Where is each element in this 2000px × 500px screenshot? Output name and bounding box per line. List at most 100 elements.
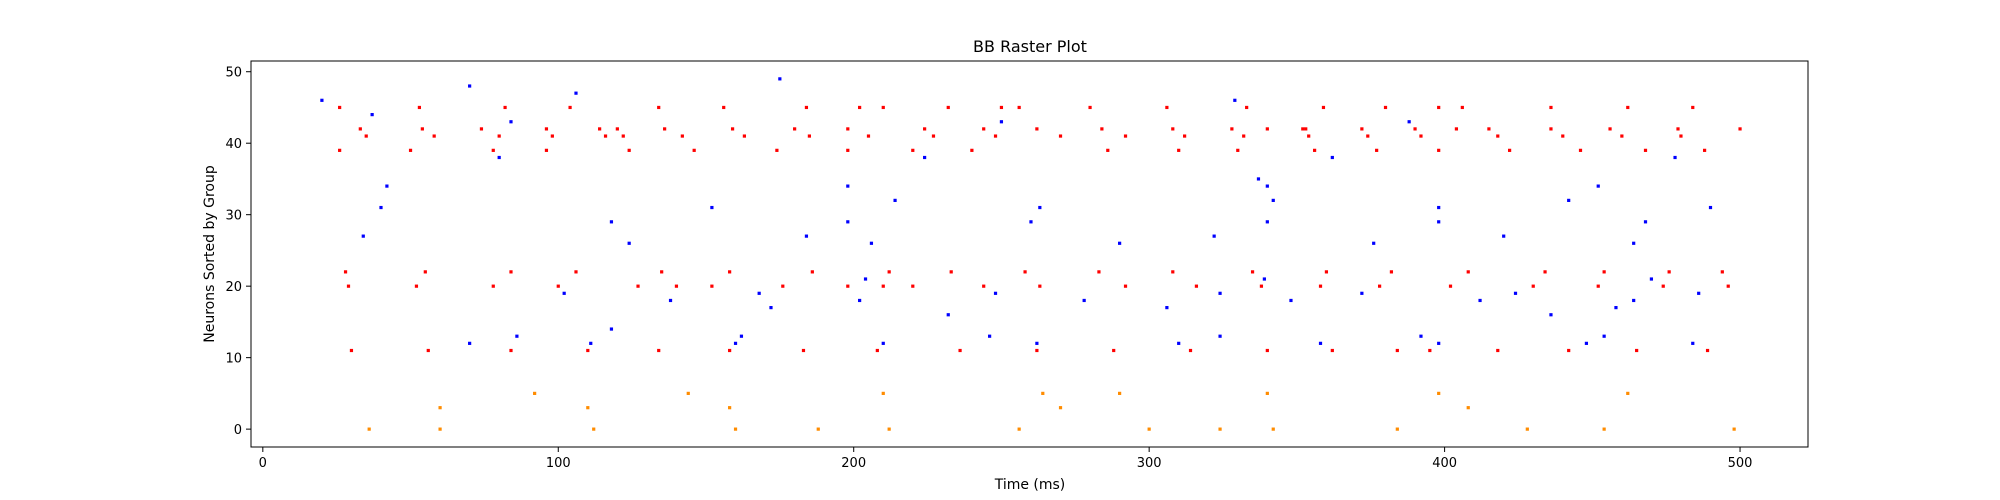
spike-point (1437, 205, 1441, 210)
spike-point (609, 220, 614, 224)
spike-point (869, 241, 874, 245)
spike-point (801, 348, 806, 353)
spike-point (1242, 134, 1246, 138)
spike-point (1307, 134, 1311, 138)
spike-point (1265, 391, 1269, 395)
spike-point (949, 270, 953, 274)
spike-point (1602, 270, 1606, 274)
spike-point (993, 291, 998, 295)
spike-point (1428, 348, 1432, 353)
axes: 0 100 200 300 400 500 0 10 20 30 40 50 (225, 66, 1752, 471)
spike-point (1478, 298, 1482, 303)
spike-point (598, 127, 602, 131)
x-axis-label: Time (ms) (994, 477, 1066, 493)
spike-point (1549, 313, 1553, 317)
spike-point (574, 270, 578, 274)
spike-point (846, 220, 850, 224)
spike-point (810, 270, 814, 274)
spike-point (1413, 127, 1417, 131)
spike-point (733, 341, 738, 345)
spike-point (1419, 134, 1423, 138)
spike-point (1708, 205, 1713, 210)
spike-point (710, 284, 714, 288)
spike-point (1626, 105, 1630, 110)
spike-point (999, 105, 1004, 110)
spike-point (1732, 427, 1736, 431)
spike-point (674, 284, 679, 288)
spike-point (970, 148, 974, 152)
spike-point (1118, 241, 1122, 245)
spike-point (668, 298, 673, 303)
spike-point (1578, 148, 1583, 152)
spike-point (1726, 284, 1730, 288)
spike-point (417, 105, 422, 110)
spike-point (1058, 134, 1063, 138)
spike-point (663, 127, 667, 131)
spike-point (1705, 348, 1710, 353)
spike-point (497, 134, 501, 138)
spike-point (1041, 391, 1045, 395)
spike-point (586, 406, 590, 410)
spike-point (338, 148, 342, 152)
spike-point (320, 98, 324, 102)
spike-point (1608, 127, 1612, 131)
spike-point (793, 127, 797, 131)
spike-point (858, 298, 862, 303)
spike-point (1289, 298, 1293, 303)
spike-point (627, 148, 631, 152)
spike-point (423, 270, 427, 274)
x-tick-label: 400 (1432, 456, 1457, 471)
spike-point (1437, 105, 1441, 110)
spike-point (1549, 105, 1553, 110)
spike-point (1661, 284, 1665, 288)
spike-point (426, 348, 430, 353)
spike-point (923, 127, 927, 131)
spike-point (1123, 134, 1128, 138)
spike-point (657, 348, 661, 353)
spike-point (757, 291, 761, 295)
spike-point (988, 334, 992, 338)
spike-point (1218, 427, 1222, 431)
spike-point (1673, 155, 1677, 160)
spike-point (1038, 284, 1042, 288)
spike-point (1437, 341, 1441, 345)
spike-point (1038, 205, 1042, 210)
spike-point (1691, 105, 1695, 110)
spike-point (1549, 127, 1553, 131)
spike-series-1 (320, 77, 1713, 345)
spike-point (1194, 284, 1199, 288)
spike-point (408, 148, 413, 152)
spike-point (420, 127, 424, 131)
spike-point (804, 234, 809, 238)
spike-point (1679, 134, 1683, 138)
spike-point (1525, 427, 1529, 431)
spike-point (1513, 291, 1518, 295)
x-tick-label: 0 (259, 456, 267, 471)
spike-point (1265, 127, 1269, 131)
spike-point (1177, 148, 1181, 152)
spike-point (1738, 127, 1742, 131)
spike-point (1720, 270, 1724, 274)
spike-point (1395, 348, 1399, 353)
spike-point (338, 105, 342, 110)
spike-point (544, 148, 549, 152)
spike-point (1271, 198, 1275, 202)
spike-point (1543, 270, 1547, 274)
spike-point (1496, 348, 1500, 353)
spike-point (1097, 270, 1101, 274)
spike-point (733, 427, 738, 431)
spike-point (1561, 134, 1565, 138)
spike-point (1437, 220, 1441, 224)
x-tick-label: 300 (1137, 456, 1162, 471)
spike-point (1632, 241, 1636, 245)
spike-point (1407, 120, 1411, 124)
spike-point (1596, 184, 1600, 188)
spike-point (550, 134, 554, 138)
spike-point (1035, 127, 1039, 131)
spike-point (568, 105, 572, 110)
y-tick-label: 20 (225, 280, 242, 295)
spike-point (1375, 148, 1379, 152)
spike-point (1395, 427, 1399, 431)
spike-point (1567, 348, 1571, 353)
spike-point (846, 184, 850, 188)
